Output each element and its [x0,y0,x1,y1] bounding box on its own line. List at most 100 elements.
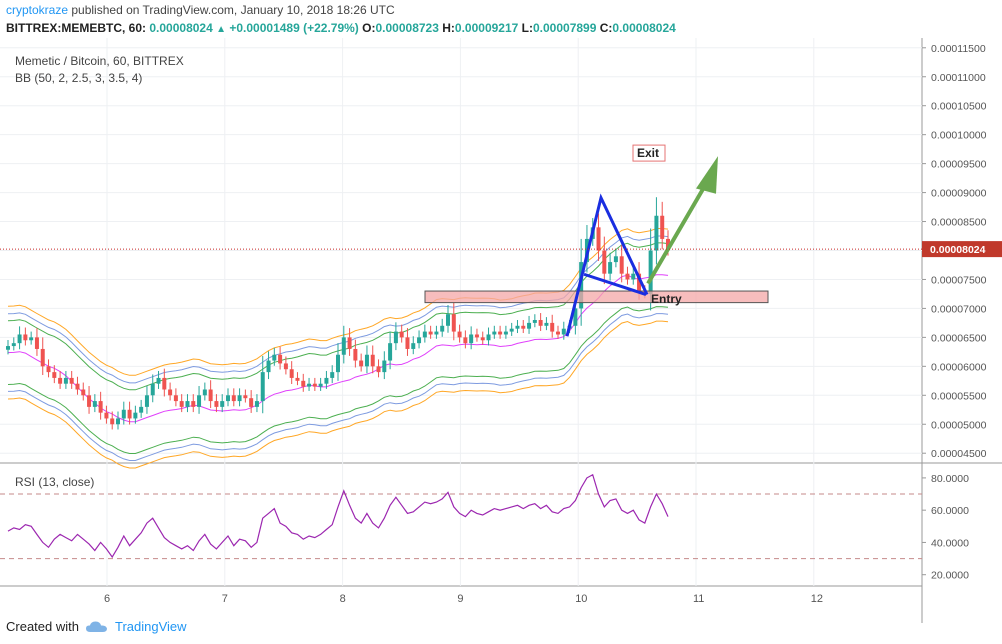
price-tick-label: 0.00007000 [931,303,987,315]
candle-body [544,322,549,326]
candle-body [197,395,202,407]
bb-lower-band [7,313,669,461]
candle-body [532,320,537,323]
candle-body [596,227,601,251]
candles [6,197,670,430]
candle-body [654,215,659,251]
candle-body [69,377,74,384]
price-tick-label: 0.00011500 [931,43,986,55]
candle-body [440,325,445,332]
change-value: +0.00001489 (+22.79%) [229,21,359,35]
candle-body [625,273,630,280]
candle-body [98,401,103,413]
candle-body [133,412,138,419]
candle-body [266,360,271,373]
price-tick-label: 0.00008500 [931,217,987,229]
candle-body [498,331,503,335]
price-tick-label: 0.00006000 [931,361,987,373]
candle-body [6,346,10,350]
close-label: C: [599,21,613,35]
candle-body [469,334,474,344]
candle-body [353,348,358,361]
candle-body [376,366,381,373]
tradingview-link[interactable]: TradingView [114,619,187,634]
candle-body [272,354,277,361]
price-tick-label: 0.00005500 [931,390,987,402]
candle-body [104,412,109,419]
rsi-tick-label: 60.0000 [931,505,969,517]
candle-body [150,383,155,396]
candle-body [46,366,51,373]
price-tick-label: 0.00011000 [931,72,986,84]
candle-body [382,360,387,373]
price-tick-label: 0.00010000 [931,130,987,142]
candle-body [648,250,653,294]
candle-body [393,331,398,344]
candle-body [92,401,97,407]
time-tick-label: 12 [811,593,823,605]
candle-body [561,328,566,335]
candle-body [40,348,45,367]
axes: 0.00011500 0.00011000 0.00010500 0.00010000… [0,43,1002,605]
rsi-tick-label: 20.0000 [931,570,969,582]
rsi-tick-label: 40.0000 [931,537,969,549]
candle-body [486,334,491,341]
footer: Created with TradingView [6,619,187,634]
candle-body [202,389,207,396]
candle-body [214,401,219,407]
low-label: L: [521,21,533,35]
candle-body [521,325,526,329]
created-with-text: Created with [6,619,79,634]
price-chart[interactable]: Exit Entry 0.00011500 0.00011000 0.00010500… [0,38,1002,623]
bollinger-bands [7,228,669,469]
candle-body [295,377,300,381]
candle-body [191,401,196,407]
candle-body [312,383,317,387]
candle-body [330,372,335,378]
last-price-label: 0.00008024 [930,244,986,256]
candle-body [451,314,456,332]
candle-body [144,395,149,407]
candle-body [81,389,86,396]
flag-pattern-line [565,193,649,337]
high-value: 0.00009217 [454,21,519,35]
candle-body [666,238,670,250]
candle-body [446,314,450,326]
time-tick-label: 7 [222,593,228,605]
candle-body [156,377,161,384]
price-tick-label: 0.00007500 [931,274,987,286]
rsi-pane: 80.0000 60.0000 40.0000 20.0000 [0,473,969,582]
pattern-overlay: Exit Entry [424,144,769,337]
candle-body [364,354,369,367]
chart-area[interactable]: Exit Entry 0.00011500 0.00011000 0.00010500… [0,38,1002,623]
candle-body [162,377,167,390]
bb-legend: BB (50, 2, 2.5, 3, 3.5, 4) [15,71,142,85]
publish-info: cryptokraze published on TradingView.com… [6,3,395,17]
candle-body [127,409,132,419]
candle-body [428,331,433,335]
time-tick-label: 6 [104,593,110,605]
candle-body [289,369,294,378]
candle-body [509,328,514,332]
time-tick-label: 8 [340,593,346,605]
candle-body [139,406,144,413]
candle-body [307,383,312,387]
time-tick-label: 9 [457,593,463,605]
candle-body [417,337,422,344]
grid [0,38,1002,623]
candle-body [399,331,404,338]
price-tick-label: 0.00009000 [931,188,987,200]
candle-body [17,334,22,344]
candle-body [631,273,636,280]
candle-body [34,337,39,349]
candle-body [87,395,92,407]
candle-body [278,354,283,364]
price-tick-label: 0.00005000 [931,419,987,431]
price-tick-label: 0.00004500 [931,448,987,460]
candle-body [52,372,57,378]
candle-body [231,395,236,402]
rsi-legend: RSI (13, close) [15,475,94,489]
author-link[interactable]: cryptokraze [6,3,69,17]
candle-body [579,262,584,309]
candle-body [556,331,560,335]
